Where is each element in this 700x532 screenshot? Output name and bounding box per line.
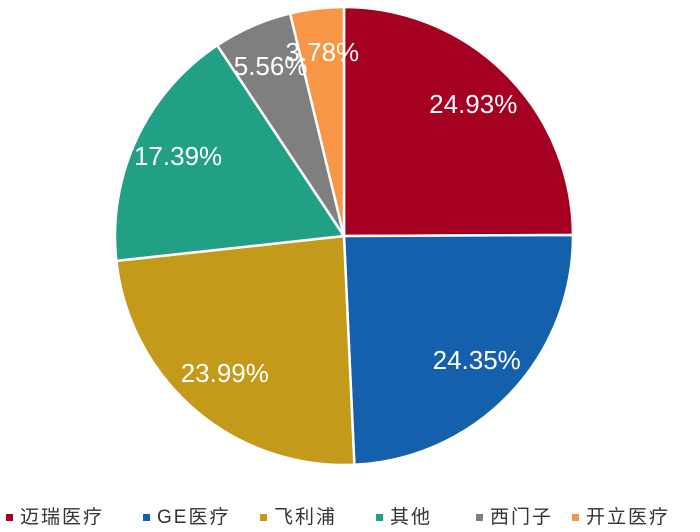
legend-item: 开立医疗 — [572, 506, 670, 528]
legend-item: 西门子 — [476, 506, 553, 528]
legend-swatch — [6, 514, 13, 521]
data-label: 23.99% — [181, 358, 269, 388]
legend-swatch — [476, 514, 483, 521]
legend-label: GE医疗 — [157, 506, 230, 528]
legend-item: 飞利浦 — [260, 506, 337, 528]
data-label: 24.35% — [433, 345, 521, 375]
pie-slice — [342, 5, 575, 238]
legend-label: 西门子 — [490, 506, 553, 528]
legend-item: 其他 — [376, 506, 432, 528]
legend-swatch — [376, 514, 383, 521]
data-label: 17.39% — [134, 141, 222, 171]
legend-label: 其他 — [390, 506, 432, 528]
data-label: 5.56% — [234, 51, 308, 81]
data-label: 24.93% — [429, 89, 517, 119]
legend-label: 迈瑞医疗 — [20, 506, 104, 528]
legend-swatch — [572, 514, 579, 521]
data-label: 3.78% — [285, 37, 359, 67]
pie-slice — [288, 5, 346, 237]
pie-slice — [342, 233, 575, 467]
legend-swatch — [260, 514, 267, 521]
legend-label: 开立医疗 — [586, 506, 670, 528]
legend-item: 迈瑞医疗 — [6, 506, 104, 528]
pie-slice — [113, 43, 347, 263]
legend-item: GE医疗 — [143, 506, 230, 528]
legend-label: 飞利浦 — [274, 506, 337, 528]
legend-swatch — [143, 514, 150, 521]
pie-slice — [114, 234, 356, 467]
